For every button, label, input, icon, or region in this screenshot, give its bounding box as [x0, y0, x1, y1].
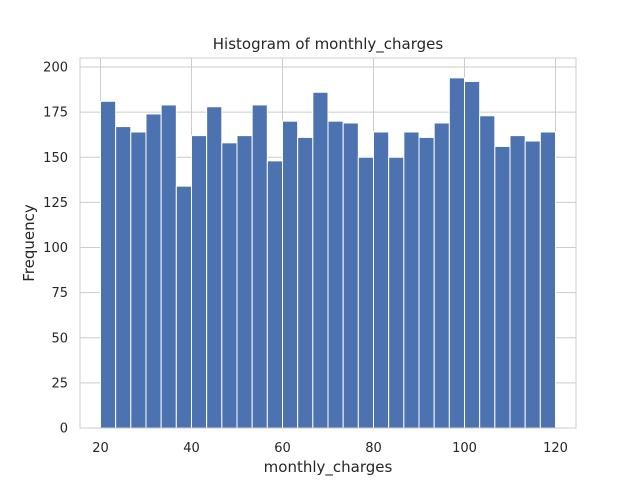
- histogram-bars: [99, 77, 557, 429]
- histogram-bar: [327, 120, 344, 429]
- histogram-bar: [433, 122, 450, 429]
- histogram-bar: [479, 115, 496, 429]
- histogram-bar: [175, 185, 192, 429]
- histogram-bar: [539, 131, 557, 429]
- histogram-bar: [99, 100, 117, 429]
- histogram-bar: [418, 136, 435, 429]
- y-tick-label: 100: [43, 241, 68, 256]
- histogram-bar: [130, 131, 147, 429]
- chart-title: Histogram of monthly_charges: [213, 35, 444, 54]
- histogram-bar: [403, 131, 420, 429]
- histogram-bar: [266, 160, 283, 429]
- histogram-bar: [342, 122, 359, 429]
- histogram-bar: [524, 140, 541, 429]
- histogram-bar: [221, 142, 238, 429]
- plot-frame: [79, 57, 577, 429]
- histogram-bar: [509, 135, 526, 429]
- y-tick-label: 125: [43, 196, 68, 211]
- x-tick-label: 80: [365, 441, 382, 456]
- x-tick-label: 100: [452, 441, 477, 456]
- y-tick-label: 200: [43, 61, 68, 76]
- x-tick-label: 120: [543, 441, 568, 456]
- histogram-bar: [145, 113, 162, 429]
- y-tick-label: 25: [51, 376, 68, 391]
- y-tick-label: 175: [43, 106, 68, 121]
- x-tick-label: 40: [183, 441, 200, 456]
- histogram-bar: [115, 126, 132, 429]
- histogram-bar: [312, 91, 329, 429]
- y-tick-label: 0: [60, 422, 68, 437]
- histogram-bar: [190, 135, 208, 429]
- y-tick-label: 150: [43, 151, 68, 166]
- histogram-bar: [251, 104, 268, 429]
- histogram-bar: [297, 136, 314, 429]
- x-axis-title: monthly_charges: [264, 458, 393, 477]
- histogram-bar: [357, 156, 375, 429]
- histogram-bar: [236, 135, 253, 429]
- x-tick-label: 20: [92, 441, 109, 456]
- x-tick-labels: 20 40 60 80 100 120: [92, 441, 568, 456]
- histogram-bar: [464, 80, 481, 429]
- y-tick-labels: 0 25 50 75 100 125 150 175 200: [43, 61, 68, 437]
- histogram-bar: [448, 77, 466, 429]
- y-axis-title: Frequency: [20, 204, 38, 282]
- histogram-bar: [206, 106, 223, 429]
- x-tick-label: 60: [274, 441, 291, 456]
- histogram-bar: [388, 156, 405, 429]
- histogram-bar: [160, 104, 177, 429]
- y-tick-label: 50: [51, 331, 68, 346]
- y-tick-label: 75: [51, 286, 68, 301]
- histogram-bar: [373, 131, 390, 429]
- histogram-bar: [494, 145, 511, 429]
- histogram-bar: [281, 120, 299, 429]
